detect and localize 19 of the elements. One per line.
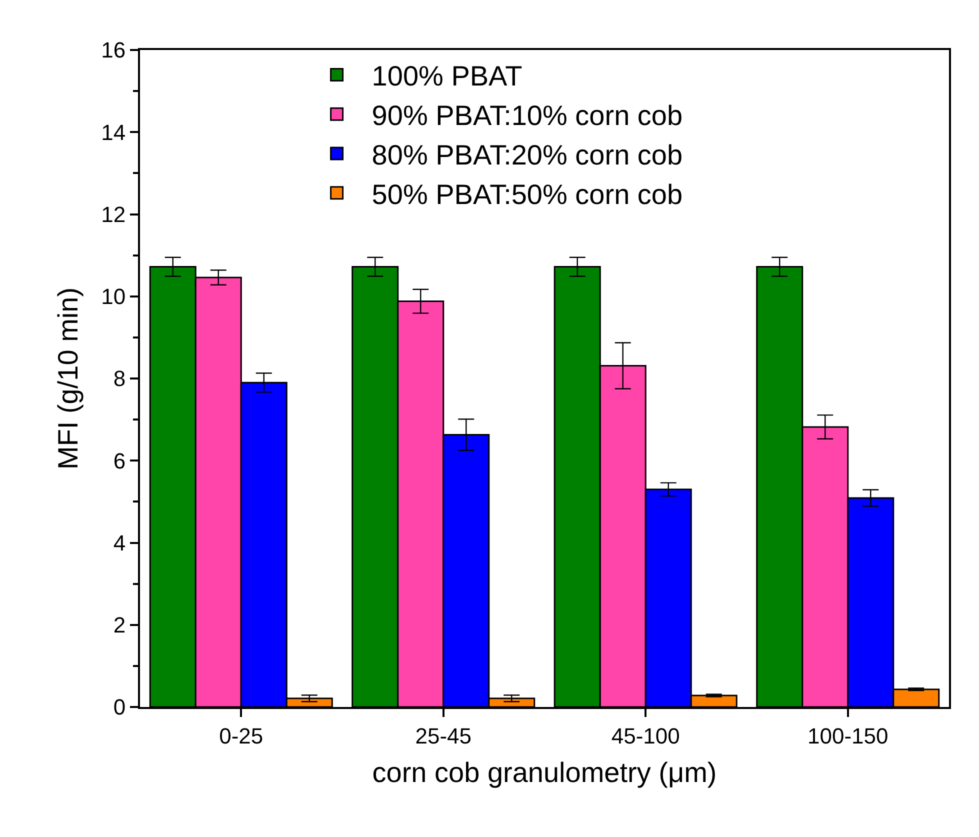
y-tick-label: 6 — [113, 448, 126, 474]
legend-label: 80% PBAT:20% corn cob — [372, 139, 683, 170]
y-tick-label: 12 — [101, 202, 126, 227]
y-tick-label: 10 — [101, 284, 126, 310]
y-tick-label: 8 — [113, 366, 126, 392]
legend-label: 90% PBAT:10% corn cob — [372, 100, 683, 132]
y-tick-label: 2 — [113, 612, 126, 638]
y-tick-label: 0 — [113, 694, 126, 720]
legend-label: 100% PBAT — [372, 60, 522, 92]
x-tick-label: 0-25 — [219, 723, 264, 748]
x-tick-label: 45-100 — [611, 723, 680, 748]
x-tick-label: 25-45 — [415, 723, 472, 748]
y-axis-title: MFI (g/10 min) — [52, 287, 84, 470]
legend-label: 50% PBAT:50% corn cob — [372, 178, 683, 210]
y-tick-label: 4 — [113, 530, 126, 556]
y-tick-label: 16 — [101, 38, 126, 63]
x-axis-title: corn cob granulometry (μm) — [372, 757, 717, 788]
x-tick-label: 100-150 — [808, 723, 888, 748]
y-tick-label: 14 — [101, 120, 126, 145]
